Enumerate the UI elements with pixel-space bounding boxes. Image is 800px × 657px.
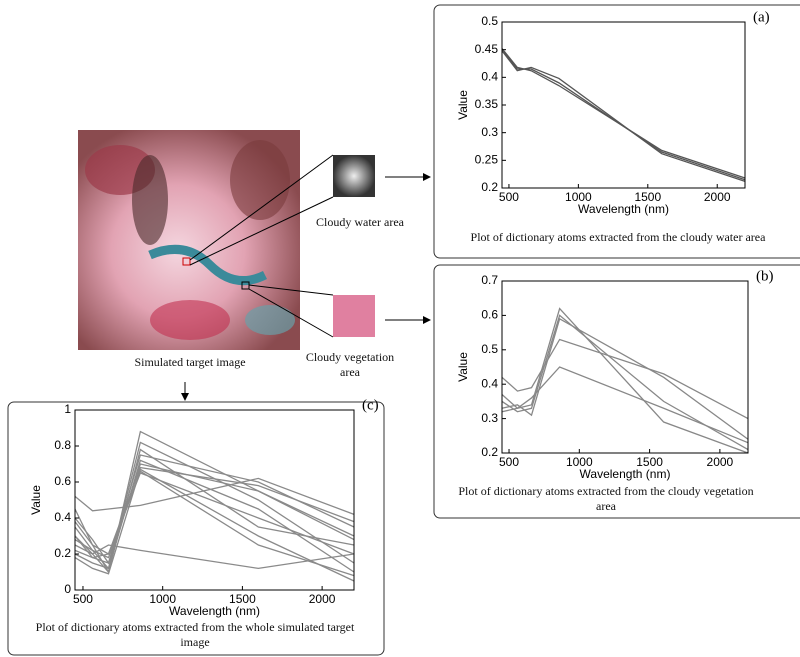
x-tick-label: 2000	[704, 190, 731, 204]
x-axis-label: Wavelength (nm)	[580, 467, 671, 481]
y-tick-label: 0.4	[481, 70, 498, 84]
y-tick-label: 0.5	[481, 342, 498, 356]
x-tick-label: 1000	[566, 455, 593, 469]
panel-label: (a)	[753, 9, 770, 25]
y-tick-label: 0.3	[481, 125, 498, 139]
connectors	[181, 154, 431, 401]
panel-caption: Plot of dictionary atoms extracted from …	[35, 620, 355, 649]
panel-label: (b)	[756, 268, 774, 284]
panel-caption: Plot of dictionary atoms extracted from …	[458, 484, 754, 513]
target-image	[78, 130, 300, 350]
x-axis-label: Wavelength (nm)	[578, 202, 669, 216]
water-inset	[333, 155, 375, 197]
y-tick-label: 1	[64, 402, 71, 416]
panel-b	[433, 264, 800, 519]
y-axis-label: Value	[456, 352, 470, 382]
y-tick-label: 0.2	[54, 546, 71, 560]
x-tick-label: 2000	[309, 592, 336, 606]
series-line	[74, 463, 355, 565]
x-tick-label: 1500	[229, 592, 256, 606]
y-tick-label: 0.2	[481, 445, 498, 459]
series-line	[501, 338, 749, 420]
x-tick-label: 1500	[634, 190, 661, 204]
x-tick-label: 1000	[565, 190, 592, 204]
plot-frame	[501, 280, 749, 454]
series-line	[74, 477, 355, 516]
x-axis-label: Wavelength (nm)	[169, 604, 260, 618]
panel-c	[7, 401, 385, 656]
y-tick-label: 0.8	[54, 438, 71, 452]
y-tick-label: 0.35	[475, 97, 499, 111]
y-tick-label: 0.45	[475, 42, 499, 56]
series-line	[74, 468, 355, 582]
y-tick-label: 0	[64, 582, 71, 596]
series-line	[501, 307, 749, 454]
series-line	[501, 314, 749, 451]
y-tick-label: 0.2	[481, 180, 498, 194]
x-tick-label: 500	[499, 455, 519, 469]
series-line	[74, 441, 355, 570]
panel-label: (c)	[362, 397, 379, 413]
plot-frame	[501, 21, 746, 189]
x-tick-label: 500	[499, 190, 519, 204]
series-line	[501, 50, 746, 182]
y-tick-label: 0.7	[481, 273, 498, 287]
y-tick-label: 0.4	[481, 376, 498, 390]
y-tick-label: 0.6	[54, 474, 71, 488]
y-tick-label: 0.3	[481, 411, 498, 425]
series-line	[501, 366, 749, 444]
water-label: Cloudy water area	[316, 215, 404, 229]
image-caption: Simulated target image	[134, 355, 246, 369]
series-line	[501, 49, 746, 181]
x-tick-label: 500	[73, 592, 93, 606]
y-tick-label: 0.5	[481, 14, 498, 28]
y-axis-label: Value	[29, 485, 43, 515]
series-line	[501, 48, 746, 179]
series-line	[74, 535, 355, 570]
vegetation-label: Cloudy vegetation area	[305, 350, 395, 379]
x-tick-label: 1000	[149, 592, 176, 606]
y-tick-label: 0.4	[54, 510, 71, 524]
panel-caption: Plot of dictionary atoms extracted from …	[470, 230, 766, 244]
plot-frame	[74, 409, 355, 591]
y-tick-label: 0.6	[481, 308, 498, 322]
y-axis-label: Value	[456, 90, 470, 120]
x-tick-label: 2000	[707, 455, 734, 469]
y-tick-label: 0.25	[475, 153, 499, 167]
series-line	[74, 466, 355, 555]
series-line	[501, 317, 749, 440]
vegetation-inset	[333, 295, 375, 337]
panel-a	[433, 4, 800, 259]
x-tick-label: 1500	[636, 455, 663, 469]
